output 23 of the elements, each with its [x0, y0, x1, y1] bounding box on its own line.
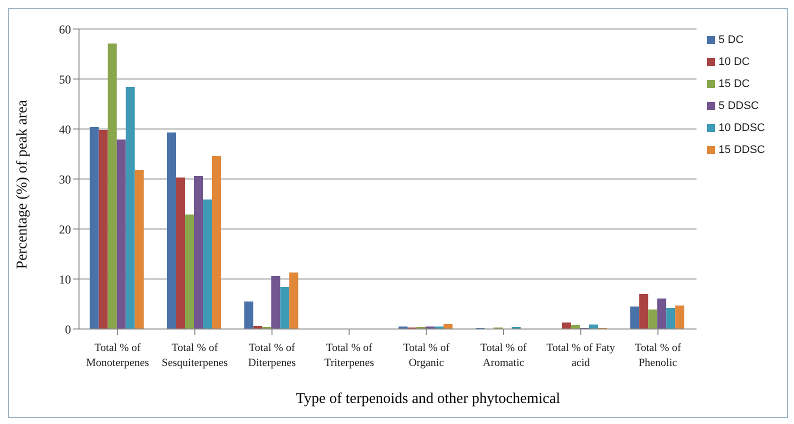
y-axis-title: Percentage (%) of peak area [14, 100, 30, 269]
x-tick-label: Total % of Phenolic [634, 342, 682, 369]
legend-label: 10 DDSC [718, 122, 765, 134]
x-tick-label: Total % of Faty acid [546, 342, 616, 369]
x-tick-label: Total % of Aromatic [480, 342, 528, 369]
x-tick-label: Total % of Sesquiterpenes [162, 342, 228, 369]
y-tick-label: 10 [59, 272, 71, 286]
legend-label: 15 DC [718, 78, 750, 90]
y-tick-label: 20 [59, 222, 71, 236]
x-axis-title: Type of terpenoids and other phytochemical [294, 391, 562, 408]
legend-label: 10 DC [718, 56, 750, 68]
x-tick-label: Total % of Organic [403, 342, 450, 369]
x-tick-label: Total % of Monoterpenes [86, 342, 150, 369]
y-tick-label: 50 [59, 72, 71, 86]
x-tick-label: Total % of Triterpenes [324, 342, 374, 369]
x-tick-label: Total % of Diterpenes [248, 342, 296, 369]
y-tick-label: 40 [59, 122, 71, 136]
legend-label: 5 DC [718, 34, 744, 46]
y-tick-label: 60 [59, 22, 71, 36]
legend-label: 15 DDSC [718, 144, 765, 156]
legend-label: 5 DDSC [718, 100, 759, 112]
y-tick-label: 30 [59, 172, 71, 186]
y-tick-label: 0 [65, 322, 71, 336]
